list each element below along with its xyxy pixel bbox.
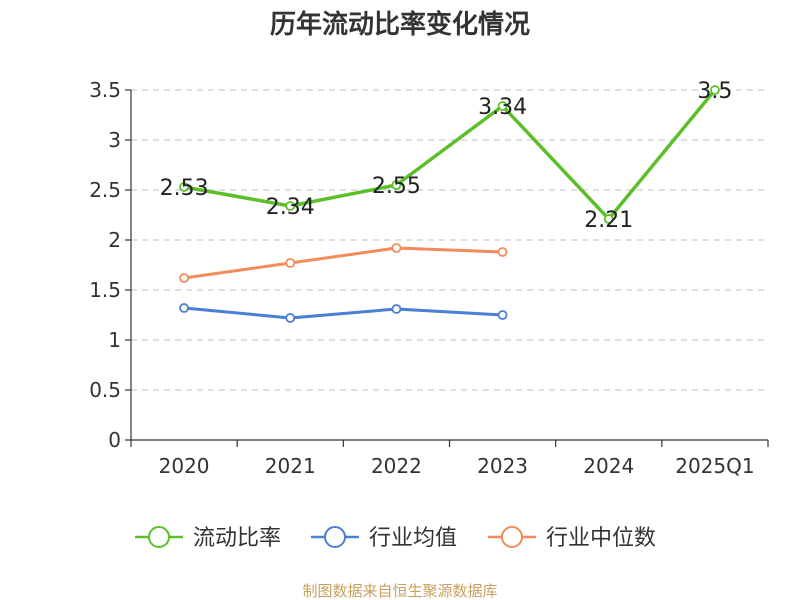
series-line (183, 88, 717, 221)
data-labels: 2.53 2.34 2.55 3.34 2.21 3.5 (160, 79, 733, 233)
series-2 (179, 243, 508, 283)
data-label: 2.21 (584, 208, 633, 233)
data-point[interactable] (603, 214, 614, 224)
x-tick-label: 2020 (159, 454, 210, 478)
data-point[interactable] (497, 101, 508, 111)
legend-label: 行业中位数 (546, 526, 656, 551)
data-point[interactable] (497, 310, 508, 320)
y-tick-label: 2 (108, 228, 121, 252)
data-point[interactable] (497, 247, 508, 257)
legend-marker (324, 526, 346, 548)
y-tick-label: 1.5 (89, 278, 121, 302)
series-line (183, 246, 503, 280)
data-point[interactable] (391, 180, 402, 190)
series-layer (179, 85, 720, 323)
x-tick-label: 2024 (583, 454, 634, 478)
y-tick-label: 3.5 (89, 78, 121, 102)
y-tick-label: 1 (108, 328, 121, 352)
series-0 (179, 85, 720, 224)
data-point[interactable] (285, 313, 296, 323)
data-point[interactable] (391, 243, 402, 253)
y-tick-label: 3 (108, 128, 121, 152)
data-label: 2.34 (266, 195, 315, 220)
data-point[interactable] (285, 258, 296, 268)
x-tick-label: 2025Q1 (675, 454, 754, 478)
legend[interactable]: 流动比率 行业均值 行业中位数 (135, 526, 656, 551)
data-label: 2.53 (160, 176, 209, 201)
data-point[interactable] (179, 273, 189, 283)
y-tick-label: 0 (108, 428, 121, 452)
y-tick-label: 0.5 (89, 378, 121, 402)
x-tick-label: 2022 (371, 454, 422, 478)
data-label: 3.34 (478, 95, 527, 120)
data-label: 2.55 (372, 174, 421, 199)
legend-label: 行业均值 (369, 526, 457, 551)
data-point[interactable] (710, 85, 720, 95)
legend-marker (501, 526, 523, 548)
source-note: 制图数据来自恒生聚源数据库 (302, 582, 497, 600)
series-1 (179, 303, 508, 323)
x-tick-label: 2023 (477, 454, 528, 478)
legend-item[interactable]: 流动比率 (135, 526, 281, 551)
series-line (183, 306, 503, 320)
x-tick-label: 2021 (265, 454, 316, 478)
legend-marker (148, 526, 170, 548)
legend-item[interactable]: 行业中位数 (488, 526, 656, 551)
data-point[interactable] (179, 303, 189, 313)
y-tick-label: 2.5 (89, 178, 121, 202)
data-point[interactable] (285, 201, 296, 211)
legend-item[interactable]: 行业均值 (311, 526, 457, 551)
data-point[interactable] (391, 304, 402, 314)
data-point[interactable] (179, 182, 189, 192)
chart-title: 历年流动比率变化情况 (270, 9, 530, 40)
grid (131, 89, 768, 391)
data-label: 3.5 (697, 79, 732, 104)
legend-label: 流动比率 (193, 526, 281, 551)
